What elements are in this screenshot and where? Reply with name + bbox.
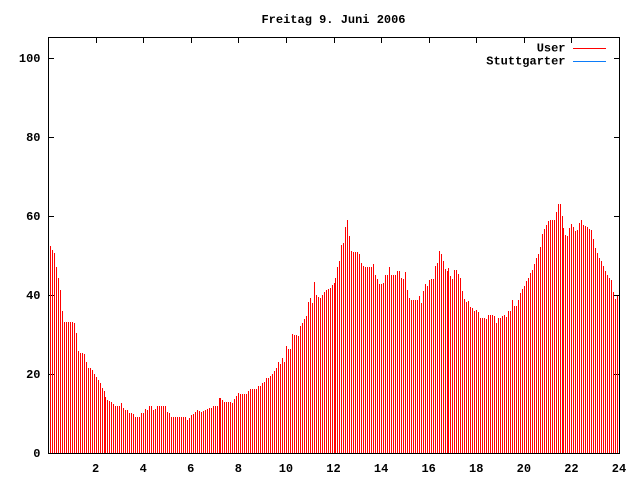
svg-text:40: 40 [26,289,40,303]
svg-text:14: 14 [374,462,388,476]
svg-text:Freitag 9. Juni 2006: Freitag 9. Juni 2006 [261,13,405,27]
svg-text:80: 80 [26,131,40,145]
svg-text:100: 100 [19,52,41,66]
svg-text:24: 24 [612,462,626,476]
svg-text:16: 16 [421,462,435,476]
svg-text:20: 20 [26,368,40,382]
svg-text:18: 18 [469,462,483,476]
svg-text:10: 10 [279,462,293,476]
svg-text:6: 6 [187,462,194,476]
svg-text:20: 20 [517,462,531,476]
svg-text:4: 4 [140,462,147,476]
svg-text:2: 2 [92,462,99,476]
svg-text:8: 8 [235,462,242,476]
svg-text:12: 12 [326,462,340,476]
svg-text:Stuttgarter: Stuttgarter [486,55,565,69]
svg-text:22: 22 [564,462,578,476]
svg-text:0: 0 [33,447,40,461]
svg-text:60: 60 [26,210,40,224]
svg-text:User: User [537,42,566,56]
